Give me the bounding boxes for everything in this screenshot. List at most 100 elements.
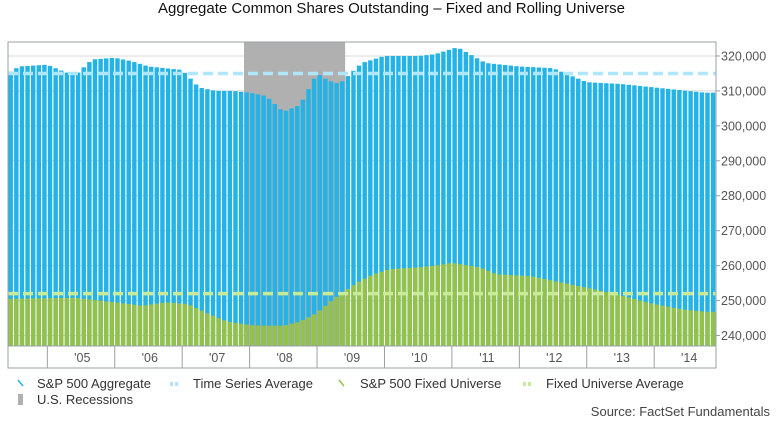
aggregate-bar: [637, 85, 643, 346]
aggregate-bar: [266, 98, 272, 346]
fixed-universe-bar: [250, 325, 255, 346]
fixed-universe-bar: [300, 320, 306, 346]
fixed-universe-bar: [705, 311, 710, 346]
fixed-universe-bar: [323, 305, 328, 346]
fixed-universe-bar: [81, 298, 86, 346]
aggregate-bar: [547, 68, 553, 346]
aggregate-bar: [210, 90, 216, 347]
fixed-universe-bar: [424, 266, 429, 346]
fixed-universe-bar: [446, 263, 452, 346]
fixed-universe-bar: [469, 266, 474, 346]
fixed-universe-bar: [508, 275, 514, 346]
fixed-universe-bar: [458, 264, 463, 346]
aggregate-bar: [469, 55, 474, 346]
x-tick-label: '07: [209, 351, 225, 365]
aggregate-bar: [126, 60, 131, 346]
aggregate-bar: [120, 59, 126, 347]
aggregate-bar: [452, 48, 457, 347]
aggregate-bar: [435, 53, 440, 346]
aggregate-bar: [356, 65, 362, 346]
fixed-universe-bar: [688, 310, 693, 346]
y-tick-label: 270,000: [721, 224, 766, 238]
aggregate-bar: [300, 99, 306, 346]
aggregate-bar: [143, 65, 148, 346]
aggregate-bar: [227, 90, 233, 346]
fixed-universe-bar: [542, 279, 547, 346]
y-tick-label: 250,000: [721, 294, 766, 308]
fixed-universe-bar: [536, 277, 542, 346]
aggregate-bar: [188, 78, 193, 347]
fixed-universe-bar: [143, 305, 148, 346]
aggregate-bar: [205, 89, 210, 346]
aggregate-bar: [463, 51, 469, 347]
fixed-universe-bar: [486, 270, 491, 346]
aggregate-bar: [486, 63, 491, 346]
fixed-universe-bar: [474, 266, 480, 346]
aggregate-bar: [182, 72, 188, 346]
fixed-universe-bar: [87, 299, 92, 346]
aggregate-legend-key: [17, 379, 24, 387]
aggregate-bar: [609, 83, 615, 346]
aggregate-bar: [14, 68, 19, 346]
aggregate-bar: [216, 90, 221, 346]
aggregate-bar: [137, 63, 143, 346]
fixed-universe-bar: [351, 285, 356, 346]
fixed-universe-bar: [165, 302, 171, 346]
fixed-universe-bar: [362, 278, 367, 346]
aggregate-bar: [620, 84, 626, 346]
aggregate-bar: [171, 69, 176, 347]
fixed-universe-bar: [289, 323, 294, 346]
fixed-universe-bar: [295, 322, 300, 346]
y-tick-label: 320,000: [721, 49, 766, 63]
fixed-universe-bar: [373, 273, 379, 346]
aggregate-bar: [458, 48, 463, 347]
aggregate-bar: [272, 104, 278, 347]
fixed-universe-bar: [677, 308, 682, 346]
fixed-universe-series: [8, 263, 716, 346]
fixed-universe-bar: [649, 303, 654, 346]
fixed-universe-bar: [8, 298, 13, 346]
fixed-universe-bar: [598, 290, 603, 346]
aggregate-bar: [165, 68, 171, 347]
aggregate-bar: [480, 61, 485, 347]
source-note: Source: FactSet Fundamentals: [591, 404, 771, 419]
fixed-universe-bar: [109, 301, 115, 346]
fixed-universe-bar: [525, 275, 530, 346]
fixed-universe-bar: [182, 303, 188, 346]
aggregate-bar: [587, 82, 592, 346]
fixed-universe-bar: [502, 274, 508, 346]
fixed-universe-bar: [306, 317, 311, 346]
aggregate-bar: [222, 90, 227, 346]
fixed-universe-bar: [47, 298, 53, 346]
aggregate-bar: [553, 69, 558, 347]
fixed-universe-bar: [92, 300, 98, 346]
aggregate-bar: [654, 87, 660, 346]
fixed-universe-bar: [665, 306, 671, 346]
fixed-universe-bar: [345, 289, 351, 346]
aggregate-bar: [491, 63, 497, 346]
aggregate-bar: [581, 81, 587, 346]
fixed-universe-bar: [654, 304, 660, 346]
fixed-universe-bar: [570, 284, 575, 346]
aggregate-bar: [8, 71, 13, 347]
aggregate-bar: [306, 89, 311, 346]
fixed-universe-bar: [126, 304, 131, 346]
fixed-universe-bar: [227, 321, 233, 346]
aggregate-bar: [407, 55, 412, 346]
aggregate-bar: [109, 57, 115, 346]
aggregate-bar: [104, 58, 109, 347]
aggregate-bar: [328, 81, 334, 346]
fixed-universe-bar: [587, 288, 592, 346]
aggregate-bar: [632, 85, 637, 347]
fixed-universe-bar: [514, 275, 519, 346]
aggregate-bar: [525, 66, 530, 347]
fixed-universe-bar: [255, 325, 261, 346]
aggregate-bar: [570, 76, 575, 346]
y-tick-label: 240,000: [721, 329, 766, 343]
aggregate-bar: [160, 67, 165, 346]
aggregate-bar: [92, 59, 98, 347]
fixed-universe-bar: [413, 267, 418, 346]
aggregate-bar: [424, 55, 429, 346]
